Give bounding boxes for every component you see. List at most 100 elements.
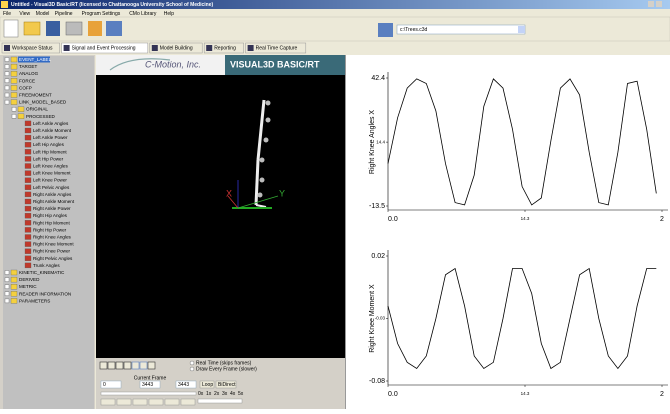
x-tick-label: 2 xyxy=(660,391,664,398)
tree-item[interactable]: Right Pelvic Angles xyxy=(33,256,73,261)
x-tick-label: 0.0 xyxy=(388,391,398,398)
x-tick-label: 14.3 xyxy=(521,216,530,221)
expander[interactable] xyxy=(5,72,9,76)
tree-item[interactable]: Right Hip Moment xyxy=(33,220,70,225)
expander[interactable] xyxy=(5,86,9,90)
menu-item[interactable]: View xyxy=(19,11,30,17)
step-button[interactable] xyxy=(165,399,179,405)
expander[interactable] xyxy=(5,58,9,62)
tree-item[interactable]: Right Knee Angles xyxy=(33,235,72,240)
expander[interactable] xyxy=(5,100,9,104)
tree-item[interactable]: Left Ankle Angles xyxy=(33,121,69,126)
tab-icon xyxy=(64,45,70,51)
tree-item[interactable]: Left Knee Angles xyxy=(33,164,68,169)
tree-item[interactable]: Right Ankle Moment xyxy=(33,199,75,204)
expander[interactable] xyxy=(5,278,9,282)
save-button[interactable] xyxy=(46,21,60,36)
select-button[interactable] xyxy=(378,23,393,37)
step-button[interactable] xyxy=(117,399,131,405)
tree-item[interactable]: Left Hip Moment xyxy=(33,149,67,154)
tree-item[interactable]: Trunk Angles xyxy=(33,263,60,268)
tree-item[interactable]: COFP xyxy=(19,85,32,90)
radio[interactable] xyxy=(190,361,194,365)
menu-item[interactable]: Model xyxy=(36,11,50,17)
file-name: c:\Trees.c3d xyxy=(400,27,428,33)
tree-item[interactable]: METRIC xyxy=(19,284,37,289)
tree-item[interactable]: PARAMETERS xyxy=(19,298,50,303)
y-tick-label: -13.5 xyxy=(369,203,385,210)
bidirect-label: BiDirect xyxy=(218,382,236,388)
tree-item[interactable]: PROCESSED xyxy=(26,114,56,119)
radio[interactable] xyxy=(190,367,194,371)
expander[interactable] xyxy=(12,107,16,111)
menu-item[interactable]: Help xyxy=(164,11,175,17)
tree-item[interactable]: Left Ankle Power xyxy=(33,135,68,140)
playback-button[interactable] xyxy=(124,362,131,369)
tree-item[interactable]: Left Hip Angles xyxy=(33,142,65,147)
frame-slider[interactable] xyxy=(101,392,196,395)
step-button[interactable] xyxy=(133,399,147,405)
tree-item[interactable]: Left Knee Moment xyxy=(33,171,71,176)
expander[interactable] xyxy=(5,79,9,83)
tree-item[interactable]: KINETIC_KINEMATIC xyxy=(19,270,65,275)
tree-item[interactable]: Right Knee Moment xyxy=(33,242,74,247)
playback-button[interactable] xyxy=(140,362,147,369)
dropdown-arrow[interactable] xyxy=(518,26,525,33)
tab-label: Signal and Event Processing xyxy=(72,46,136,52)
menu-item[interactable]: Program Settings xyxy=(82,11,121,17)
menu-item[interactable]: File xyxy=(3,11,11,17)
playback-button[interactable] xyxy=(132,362,139,369)
tree-item[interactable]: Left Knee Power xyxy=(33,178,67,183)
tree-item[interactable]: FREEMOMENT xyxy=(19,93,52,98)
tree-item[interactable]: LINK_MODEL_BASED xyxy=(19,100,67,105)
signal-icon xyxy=(25,199,31,204)
speed-label: 5x xyxy=(238,391,244,397)
playback-button[interactable] xyxy=(100,362,107,369)
expander[interactable] xyxy=(5,271,9,275)
tree-item[interactable]: Right Hip Angles xyxy=(33,213,68,218)
menu-item[interactable]: Pipeline xyxy=(55,11,73,17)
signal-icon xyxy=(25,263,31,268)
playback-button[interactable] xyxy=(116,362,123,369)
tree-item[interactable]: ANALOG xyxy=(19,71,39,76)
expander[interactable] xyxy=(5,292,9,296)
tree-item[interactable]: Right Ankle Power xyxy=(33,206,71,211)
tree-item[interactable]: TARGET xyxy=(19,64,37,69)
signal-icon xyxy=(25,220,31,225)
folder-icon xyxy=(11,78,17,83)
tree-item[interactable]: Left Pelvic Angles xyxy=(33,185,70,190)
tree-item[interactable]: ORIGINAL xyxy=(26,107,48,112)
tree-item[interactable]: Left Ankle Moment xyxy=(33,128,72,133)
folder-button[interactable] xyxy=(88,21,102,36)
tree-item[interactable]: READER INFORMATION xyxy=(19,291,71,296)
tool-button[interactable] xyxy=(106,21,122,36)
open-button[interactable] xyxy=(24,22,40,35)
tree-item[interactable]: FORCE xyxy=(19,78,35,83)
step-button[interactable] xyxy=(101,399,115,405)
expander[interactable] xyxy=(12,114,16,118)
expander[interactable] xyxy=(5,299,9,303)
menu-item[interactable]: CMo Library xyxy=(129,11,157,17)
expander[interactable] xyxy=(5,285,9,289)
tree-item[interactable]: Left Hip Power xyxy=(33,156,64,161)
tab-icon xyxy=(4,45,10,51)
playback-button[interactable] xyxy=(148,362,155,369)
expander[interactable] xyxy=(5,93,9,97)
signal-icon xyxy=(25,249,31,254)
speed-slider[interactable] xyxy=(198,399,242,403)
step-button[interactable] xyxy=(149,399,163,405)
tree-item[interactable]: Right Ankle Angles xyxy=(33,192,72,197)
step-button[interactable] xyxy=(181,399,195,405)
folder-icon xyxy=(18,114,24,119)
playback-button[interactable] xyxy=(108,362,115,369)
maximize-button[interactable] xyxy=(648,1,654,7)
tree-item[interactable]: Right Knee Power xyxy=(33,249,70,254)
tree-item[interactable]: EVENT_LABEL xyxy=(19,57,52,62)
print-button[interactable] xyxy=(66,22,82,35)
expander[interactable] xyxy=(5,65,9,69)
new-button[interactable] xyxy=(4,20,18,37)
loop-label: Loop xyxy=(202,382,213,388)
close-button[interactable] xyxy=(656,1,662,7)
tree-item[interactable]: DERIVED xyxy=(19,277,40,282)
tree-item[interactable]: Right Hip Power xyxy=(33,227,67,232)
